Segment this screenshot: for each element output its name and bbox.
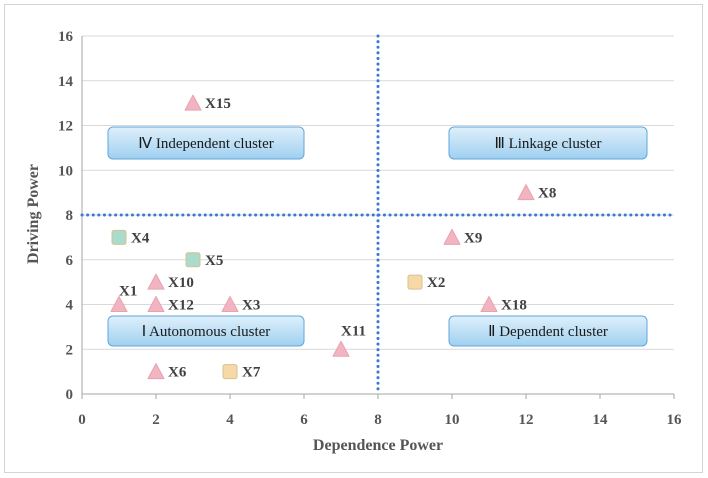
chart-frame xyxy=(4,4,703,473)
point-label: X11 xyxy=(341,323,366,339)
point-label: X7 xyxy=(242,365,261,381)
y-tick-label: 12 xyxy=(58,119,73,135)
y-tick-label: 14 xyxy=(58,74,74,90)
y-tick-label: 10 xyxy=(58,163,73,179)
x-axis-title: Dependence Power xyxy=(313,437,443,454)
cluster-label-top-right: Ⅲ Linkage cluster xyxy=(448,126,648,160)
data-points: X1 X2 X3 X4 X5 X6 X7 X8 X9 X10 X11 X12 X15 X18 xyxy=(110,94,556,381)
x-tick-label: 16 xyxy=(667,412,683,428)
cluster-text: Ⅳ Independent cluster xyxy=(138,136,273,152)
y-tick-label: 2 xyxy=(66,342,74,358)
triangle-marker xyxy=(110,296,128,312)
cluster-labels: Ⅳ Independent cluster Ⅲ Linkage cluster Ⅰ … xyxy=(107,126,648,347)
data-point: X2 xyxy=(407,274,445,291)
triangle-marker xyxy=(147,296,165,312)
y-tick-label: 4 xyxy=(66,298,74,314)
point-label: X18 xyxy=(501,298,527,314)
data-point: X3 xyxy=(221,296,260,314)
x-tick-label: 2 xyxy=(152,412,160,428)
y-tick-label: 0 xyxy=(66,387,74,403)
cluster-box xyxy=(107,315,305,347)
cluster-box xyxy=(107,126,305,160)
y-axis-title: Driving Power xyxy=(25,164,42,264)
x-tick-label: 14 xyxy=(593,412,609,428)
tick-labels: 0 2 4 6 8 10 12 14 16 0 2 4 6 8 10 12 14 16 xyxy=(58,29,682,428)
x-tick-label: 4 xyxy=(226,412,234,428)
x-tick-label: 12 xyxy=(519,412,534,428)
cluster-label-bottom-right: Ⅱ Dependent cluster xyxy=(448,315,648,347)
cluster-label-bottom-left: Ⅰ Autonomous cluster xyxy=(107,315,305,347)
data-point: X8 xyxy=(517,184,556,202)
data-point: X12 xyxy=(147,296,194,314)
square-marker xyxy=(407,274,423,290)
point-label: X1 xyxy=(119,284,137,300)
point-label: X10 xyxy=(168,275,194,291)
square-marker xyxy=(111,229,127,245)
square-marker xyxy=(185,252,201,268)
data-point: X15 xyxy=(184,94,231,112)
point-label: X9 xyxy=(464,230,482,246)
data-point: X7 xyxy=(222,364,261,381)
y-tick-label: 6 xyxy=(66,253,74,269)
cluster-text: Ⅱ Dependent cluster xyxy=(488,324,608,340)
point-label: X2 xyxy=(427,275,445,291)
point-label: X4 xyxy=(131,230,150,246)
data-point: X4 xyxy=(111,229,150,246)
triangle-marker xyxy=(517,184,535,201)
triangle-marker xyxy=(332,340,350,357)
data-point: X9 xyxy=(443,228,482,246)
triangle-marker xyxy=(147,363,165,380)
cluster-text: Ⅰ Autonomous cluster xyxy=(142,324,271,340)
x-tick-label: 10 xyxy=(445,412,460,428)
square-marker xyxy=(222,364,238,380)
point-label: X3 xyxy=(242,298,260,314)
data-point: X11 xyxy=(332,323,366,357)
point-label: X5 xyxy=(205,253,223,269)
data-point: X1 xyxy=(110,284,137,312)
point-label: X8 xyxy=(538,186,556,202)
triangle-marker xyxy=(184,94,202,111)
triangle-marker xyxy=(443,228,461,245)
x-tick-label: 8 xyxy=(374,412,382,428)
data-point: X5 xyxy=(185,252,223,269)
data-point: X10 xyxy=(147,273,194,291)
cluster-box xyxy=(448,126,648,160)
triangle-marker xyxy=(480,296,498,312)
triangle-marker xyxy=(147,273,165,290)
data-point: X18 xyxy=(480,296,527,314)
cluster-box xyxy=(448,315,648,347)
triangle-marker xyxy=(221,296,239,312)
point-label: X12 xyxy=(168,298,194,314)
x-tick-label: 0 xyxy=(78,412,86,428)
y-tick-label: 16 xyxy=(58,29,74,45)
cluster-text: Ⅲ Linkage cluster xyxy=(495,136,602,152)
point-label: X6 xyxy=(168,365,187,381)
y-tick-label: 8 xyxy=(66,208,74,224)
cluster-label-top-left: Ⅳ Independent cluster xyxy=(107,126,305,160)
quadrant-dividers xyxy=(80,34,676,396)
point-label: X15 xyxy=(205,96,231,112)
x-tick-label: 6 xyxy=(300,412,308,428)
data-point: X6 xyxy=(147,363,187,381)
